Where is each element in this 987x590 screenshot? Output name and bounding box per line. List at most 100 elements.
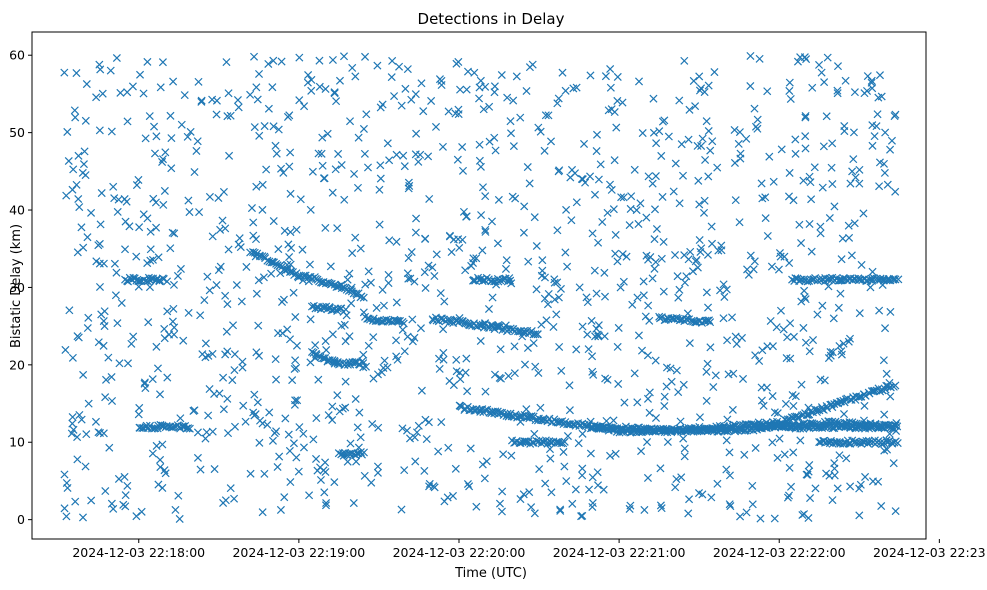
noise-point — [550, 295, 559, 304]
noise-point — [166, 111, 175, 120]
noise-point — [664, 132, 673, 141]
track-point — [563, 420, 572, 429]
track-point — [359, 359, 368, 368]
track-point — [520, 326, 529, 335]
noise-point — [190, 167, 199, 177]
noise-point — [634, 77, 644, 86]
noise-point — [113, 319, 122, 328]
noise-point — [152, 223, 161, 232]
noise-point — [477, 211, 486, 220]
noise-point — [376, 174, 385, 183]
noise-point — [698, 490, 707, 499]
track-point — [824, 421, 833, 430]
noise-point — [491, 146, 500, 155]
noise-point — [588, 352, 597, 361]
noise-point — [359, 124, 368, 133]
noise-point — [392, 336, 401, 345]
noise-point — [343, 457, 352, 466]
noise-point — [785, 168, 794, 177]
noise-point — [200, 296, 209, 305]
noise-point — [475, 94, 484, 103]
noise-point — [383, 139, 392, 148]
noise-point — [291, 312, 300, 322]
noise-point — [193, 453, 202, 462]
noise-point — [786, 319, 795, 328]
noise-point — [731, 196, 740, 205]
noise-point — [339, 52, 349, 61]
noise-point — [877, 92, 886, 101]
noise-point — [781, 399, 790, 408]
noise-point — [95, 282, 105, 291]
noise-point — [614, 323, 623, 332]
noise-point — [643, 394, 652, 403]
noise-point — [62, 478, 71, 488]
noise-point — [613, 342, 622, 351]
noise-point — [378, 285, 387, 294]
noise-point — [859, 209, 868, 218]
y-tick-label: 30 — [9, 280, 25, 295]
noise-point — [755, 54, 764, 63]
noise-point — [353, 183, 363, 192]
noise-point — [880, 410, 889, 419]
noise-point — [574, 439, 583, 448]
noise-point — [132, 512, 141, 521]
noise-point — [587, 316, 596, 325]
noise-point — [71, 113, 80, 122]
noise-point — [567, 216, 576, 225]
noise-point — [436, 289, 445, 298]
noise-point — [284, 430, 293, 439]
noise-point — [279, 295, 288, 304]
noise-point — [596, 160, 605, 169]
noise-point — [550, 275, 559, 284]
track-point — [335, 359, 344, 368]
noise-point — [868, 84, 877, 93]
noise-point — [611, 230, 620, 239]
noise-point — [694, 176, 703, 185]
noise-point — [594, 238, 603, 247]
noise-point — [485, 137, 494, 146]
noise-point — [556, 284, 565, 293]
noise-point — [674, 293, 683, 302]
noise-point — [145, 283, 154, 292]
noise-point — [461, 266, 470, 275]
noise-point — [655, 127, 664, 136]
noise-point — [785, 463, 794, 472]
noise-point — [196, 311, 205, 320]
noise-point — [392, 237, 401, 246]
noise-point — [671, 159, 680, 168]
noise-point — [96, 220, 105, 229]
noise-point — [504, 371, 513, 380]
noise-point — [725, 471, 734, 480]
noise-point — [307, 75, 316, 84]
noise-point — [186, 127, 195, 136]
noise-point — [417, 79, 426, 88]
noise-point — [222, 327, 231, 336]
noise-point — [799, 176, 808, 185]
noise-point — [170, 323, 179, 332]
noise-point — [395, 62, 404, 71]
noise-point — [840, 122, 849, 131]
noise-point — [652, 139, 661, 148]
noise-point — [410, 433, 419, 442]
noise-point — [487, 217, 497, 226]
noise-point — [260, 122, 269, 131]
track-point — [169, 423, 178, 432]
noise-point — [566, 173, 575, 182]
noise-point — [159, 200, 168, 209]
noise-point — [825, 213, 834, 223]
noise-point — [717, 246, 726, 255]
noise-point — [801, 132, 810, 141]
noise-point — [134, 410, 143, 419]
noise-point — [236, 243, 245, 252]
noise-point — [643, 351, 652, 360]
noise-point — [364, 267, 373, 276]
noise-point — [648, 179, 657, 188]
noise-point — [839, 410, 849, 419]
noise-point — [861, 472, 870, 481]
noise-point — [432, 250, 441, 259]
y-tick-label: 40 — [9, 203, 25, 218]
noise-point — [847, 251, 856, 260]
noise-point — [400, 466, 409, 475]
noise-point — [91, 417, 100, 426]
noise-point — [849, 128, 858, 137]
